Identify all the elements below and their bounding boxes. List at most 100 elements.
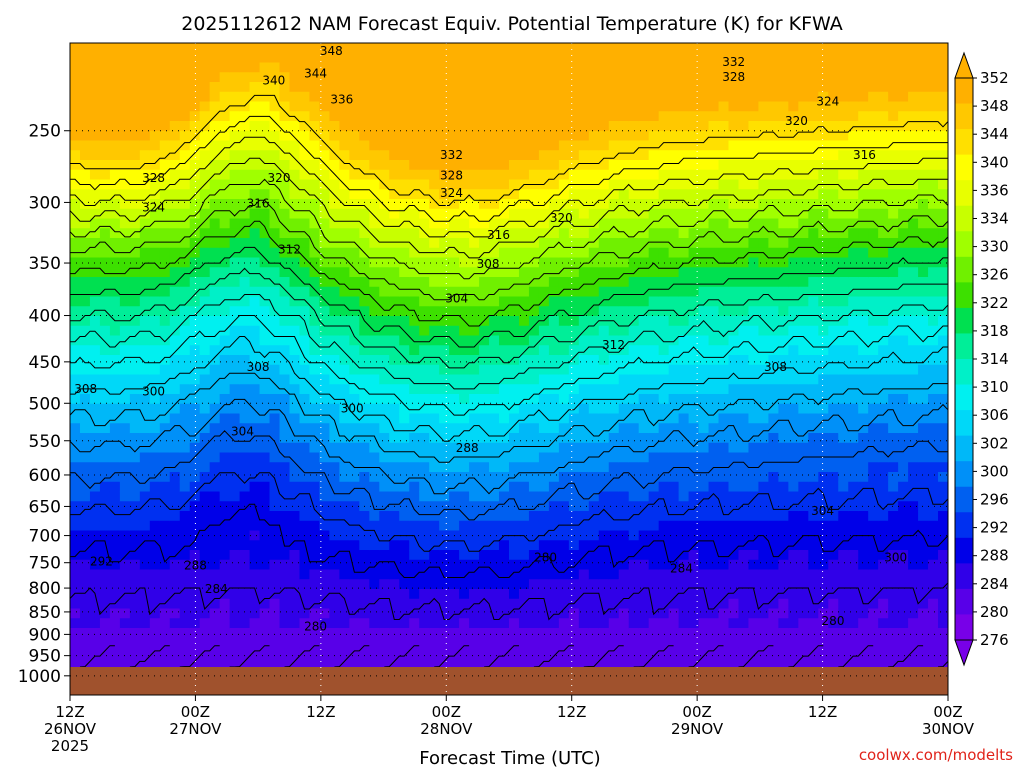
colorbar-segment	[955, 256, 973, 283]
x-tick-label: 26NOV	[44, 720, 97, 738]
y-axis: 2503003504004505005506006507007508008509…	[18, 122, 70, 687]
contour-label: 312	[278, 242, 301, 256]
contour-label: 288	[184, 558, 207, 572]
contour-label: 280	[822, 614, 845, 628]
x-axis-label: Forecast Time (UTC)	[419, 748, 600, 768]
colorbar-segment	[955, 154, 973, 181]
colorbar-segment	[955, 359, 973, 385]
contour-line	[70, 246, 948, 348]
contour-label: 320	[550, 211, 573, 225]
colorbar-segment	[955, 282, 973, 309]
colorbar-tick-label: 314	[980, 350, 1009, 368]
colorbar-segment	[955, 537, 973, 564]
contour-line	[70, 136, 948, 238]
colorbar-tick-label: 334	[980, 210, 1009, 228]
contour-label: 304	[231, 424, 254, 438]
contour-label: 324	[142, 201, 165, 215]
contour-label: 300	[142, 384, 165, 398]
contour-line	[70, 503, 948, 578]
x-tick-label: 00Z	[682, 703, 711, 721]
contour-label: 284	[670, 561, 693, 575]
contour-label: 280	[304, 619, 327, 633]
contour-label: 324	[816, 94, 839, 108]
colorbar-segment	[955, 180, 973, 207]
contour-line	[70, 94, 948, 206]
contour-label: 344	[304, 66, 327, 80]
colorbar-segment	[955, 435, 973, 462]
contour-label: 308	[764, 360, 787, 374]
colorbar-segment	[955, 486, 973, 513]
contour-label: 288	[456, 441, 479, 455]
y-tick-label: 600	[29, 466, 61, 486]
colorbar-segment	[955, 78, 973, 104]
y-tick-label: 350	[29, 254, 61, 274]
y-tick-label: 550	[29, 432, 61, 452]
contour-label: 284	[205, 582, 228, 596]
contour-label: 340	[262, 74, 285, 88]
colorbar-segment	[955, 410, 973, 437]
colorbar-tick-label: 302	[980, 434, 1009, 452]
contour-label: 332	[722, 55, 745, 69]
contour-labels: 3483443403363323283243203163323283243203…	[74, 44, 907, 634]
y-tick-label: 400	[29, 307, 61, 327]
credit-text: coolwx.com/modelts	[859, 746, 1013, 764]
contour-label: 292	[90, 555, 113, 569]
colorbar-tick-label: 336	[980, 181, 1009, 199]
contour-line	[70, 336, 948, 442]
contour-line	[70, 372, 948, 463]
contour-label: 316	[487, 228, 510, 242]
contour-fill	[70, 43, 948, 668]
y-tick-label: 750	[29, 554, 61, 574]
contour-line	[70, 115, 948, 222]
plot-area: 3483443403363323283243203163323283243203…	[69, 42, 949, 696]
y-tick-label: 1000	[18, 667, 61, 687]
contour-label: 320	[268, 171, 291, 185]
plot-frame	[69, 42, 949, 696]
colorbar: 352 348 344 340 336 334 330 326 322 318 314 310 306 3…	[954, 51, 1009, 667]
contour-label: 300	[341, 402, 364, 416]
colorbar-tick-label: 306	[980, 406, 1009, 424]
contour-label: 304	[811, 504, 834, 518]
y-tick-label: 300	[29, 193, 61, 213]
colorbar-tick-label: 330	[980, 238, 1009, 256]
y-tick-label: 650	[29, 497, 61, 517]
contour-line	[70, 398, 948, 495]
y-tick-label: 850	[29, 603, 61, 623]
colorbar-tick-label: 348	[980, 97, 1009, 115]
contour-label: 332	[440, 148, 463, 162]
colorbar-tick-label: 280	[980, 603, 1009, 621]
contour-label: 328	[440, 168, 463, 182]
x-tick-label: 00Z	[181, 703, 210, 721]
colorbar-tick-label: 326	[980, 266, 1009, 284]
x-tick-label: 29NOV	[671, 720, 724, 738]
colorbar-tick-label: 344	[980, 125, 1009, 143]
colorbar-segment	[955, 461, 973, 488]
contour-line	[79, 645, 948, 668]
contour-label: 328	[722, 70, 745, 84]
colorbar-segment	[955, 307, 973, 334]
colorbar-tick-label: 310	[980, 378, 1009, 396]
contour-label: 312	[602, 338, 625, 352]
x-tick-label: 12Z	[306, 703, 335, 721]
contour-line	[70, 220, 948, 327]
colorbar-tick-label: 322	[980, 294, 1009, 312]
colorbar-segment	[955, 588, 973, 615]
contour-line	[70, 430, 948, 521]
y-tick-label: 250	[29, 122, 61, 142]
x-tick-label: 12Z	[557, 703, 586, 721]
contour-label: 300	[884, 550, 907, 564]
colorbar-segment	[955, 384, 973, 411]
colorbar-tick-label: 288	[980, 547, 1009, 565]
contour-line	[70, 294, 948, 390]
x-tick-label: 30NOV	[922, 720, 975, 738]
colorbar-segment	[955, 103, 973, 130]
colorbar-tick-label: 292	[980, 519, 1009, 537]
colorbar-segment	[955, 333, 973, 360]
contour-line	[70, 315, 948, 416]
colorbar-tick-label: 284	[980, 575, 1009, 593]
x-tick-label: 27NOV	[169, 720, 222, 738]
colorbar-tick-label: 352	[980, 69, 1009, 87]
contour-label: 316	[853, 148, 876, 162]
